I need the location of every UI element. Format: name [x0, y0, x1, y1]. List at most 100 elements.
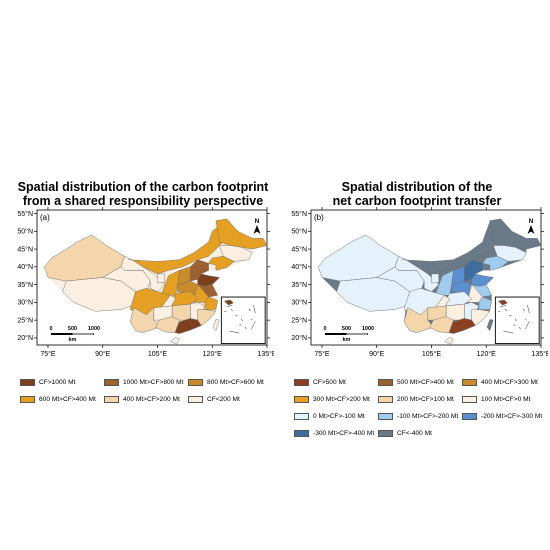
- legend-swatch: [104, 379, 119, 386]
- lat-tick-label: 35°N: [17, 281, 33, 289]
- province-shaanxi: [434, 270, 454, 296]
- legend-label: 300 Mt>CF>200 Mt: [313, 396, 370, 403]
- province-liaoning: [482, 255, 509, 271]
- legend-swatch: [294, 379, 309, 386]
- legend-swatch: [104, 396, 119, 403]
- lon-tick-label: 75°E: [40, 350, 56, 358]
- scale-bar-segment: [72, 333, 94, 335]
- legend-label: 400 Mt>CF>200 Mt: [123, 396, 180, 403]
- legend-label: 200 Mt>CF>100 Mt: [397, 396, 454, 403]
- inset-islands: [498, 308, 527, 330]
- lon-tick-label: 120°E: [477, 350, 496, 358]
- lat-tick-label: 25°N: [17, 316, 33, 324]
- lon-tick-label: 75°E: [314, 350, 330, 358]
- province-guangdong: [174, 318, 202, 334]
- province-xinjiang: [44, 234, 125, 282]
- scale-tick-label: 1000: [362, 326, 374, 332]
- lat-tick-label: 40°N: [291, 263, 307, 271]
- legend-swatch: [378, 396, 393, 403]
- lat-tick-label: 20°N: [17, 334, 33, 342]
- legend-swatch: [20, 379, 35, 386]
- province-heilongjiang: [215, 218, 268, 250]
- lat-tick-label: 55°N: [291, 210, 307, 218]
- province-henan: [177, 280, 198, 296]
- legend-swatch: [20, 396, 35, 403]
- lon-tick-label: 105°E: [422, 350, 441, 358]
- legend-label: 600 Mt>CF>400 Mt: [39, 396, 96, 403]
- inset-coast: [497, 299, 508, 306]
- panel-b-map: (b) N 0 500 1000 km 55°N 50°N 45°N 40°N 35°N 30°N 25…: [291, 207, 548, 358]
- province-hainan: [444, 336, 454, 345]
- province-guangxi: [429, 316, 454, 333]
- lon-tick-label: 135°E: [257, 350, 274, 358]
- legend-label: -100 Mt>CF>-200 Mt: [397, 413, 459, 420]
- lat-tick-label: 30°N: [17, 299, 33, 307]
- legend-swatch: [294, 430, 309, 437]
- panel-b: Spatial distribution of the net carbon f…: [286, 180, 548, 480]
- lat-tick-label: 55°N: [17, 210, 33, 218]
- legend-label: 0 Mt>CF>-100 Mt: [313, 413, 365, 420]
- inset-coast: [223, 299, 234, 306]
- scale-tick-label: 500: [342, 326, 351, 332]
- province-taiwan: [212, 319, 220, 332]
- legend-label: -200 Mt>CF>-300 Mt: [481, 413, 543, 420]
- lon-tick-label: 135°E: [531, 350, 548, 358]
- scale-unit: km: [343, 337, 351, 343]
- legend-swatch: [378, 430, 393, 437]
- legend-swatch: [462, 379, 477, 386]
- lon-tick-label: 90°E: [369, 350, 385, 358]
- legend-label: CF<-400 Mt: [397, 430, 432, 437]
- province-liaoning: [208, 255, 235, 271]
- panel-b-title-line2: net carbon footprint transfer: [332, 194, 502, 208]
- legend-swatch: [294, 413, 309, 420]
- lon-tick-label: 90°E: [95, 350, 111, 358]
- legend-swatch: [188, 379, 203, 386]
- north-arrow-icon: [527, 225, 535, 234]
- legend-swatch: [378, 413, 393, 420]
- legend-swatch: [188, 396, 203, 403]
- lat-tick-label: 20°N: [291, 334, 307, 342]
- inset-dash-line: [500, 304, 530, 334]
- north-arrow-icon: [253, 225, 261, 234]
- scale-tick-label: 0: [323, 326, 326, 332]
- scale-tick-label: 0: [49, 326, 52, 332]
- inset-islands: [224, 308, 253, 330]
- panel-a-title-line1: Spatial distribution of the carbon footp…: [17, 180, 269, 194]
- lat-tick-label: 40°N: [17, 263, 33, 271]
- scale-bar-segment: [346, 333, 368, 335]
- province-ningxia: [431, 273, 440, 284]
- lat-tick-label: 45°N: [291, 245, 307, 253]
- panel-label: (a): [40, 213, 50, 222]
- province-guangdong: [448, 318, 476, 334]
- panel-a-map: (a) N 0 500 1000 km 55°N 50°N 45°N 40°N 35°N 30°N 25…: [17, 207, 274, 358]
- legend-label: CF>500 Mt: [313, 379, 346, 386]
- panel-a: Spatial distribution of the carbon footp…: [12, 180, 274, 480]
- legend-label: 500 Mt>CF>400 Mt: [397, 379, 454, 386]
- province-xinjiang: [318, 234, 399, 282]
- legend-swatch: [462, 396, 477, 403]
- legend-label: 1000 Mt>CF>800 Mt: [123, 379, 184, 386]
- province-yunnan: [403, 307, 434, 333]
- inset-dash-line: [226, 304, 256, 334]
- lat-tick-label: 50°N: [291, 228, 307, 236]
- province-heilongjiang: [489, 218, 542, 250]
- scale-tick-label: 1000: [88, 326, 100, 332]
- province-shaanxi: [160, 270, 180, 296]
- legend-label: CF<200 Mt: [207, 396, 240, 403]
- province-taiwan: [486, 319, 494, 332]
- north-label: N: [529, 218, 534, 225]
- legend-swatch: [462, 413, 477, 420]
- lat-tick-label: 35°N: [291, 281, 307, 289]
- scale-unit: km: [69, 337, 77, 343]
- legend-label: 800 Mt>CF>600 Mt: [207, 379, 264, 386]
- province-henan: [451, 280, 472, 296]
- province-yunnan: [129, 307, 160, 333]
- panel-label: (b): [314, 213, 324, 222]
- scale-tick-label: 500: [68, 326, 77, 332]
- province-hainan: [170, 336, 180, 345]
- province-guangxi: [155, 316, 180, 333]
- province-zhejiang: [478, 296, 492, 310]
- lat-tick-label: 25°N: [291, 316, 307, 324]
- legend-label: CF>1000 Mt: [39, 379, 76, 386]
- north-label: N: [255, 218, 260, 225]
